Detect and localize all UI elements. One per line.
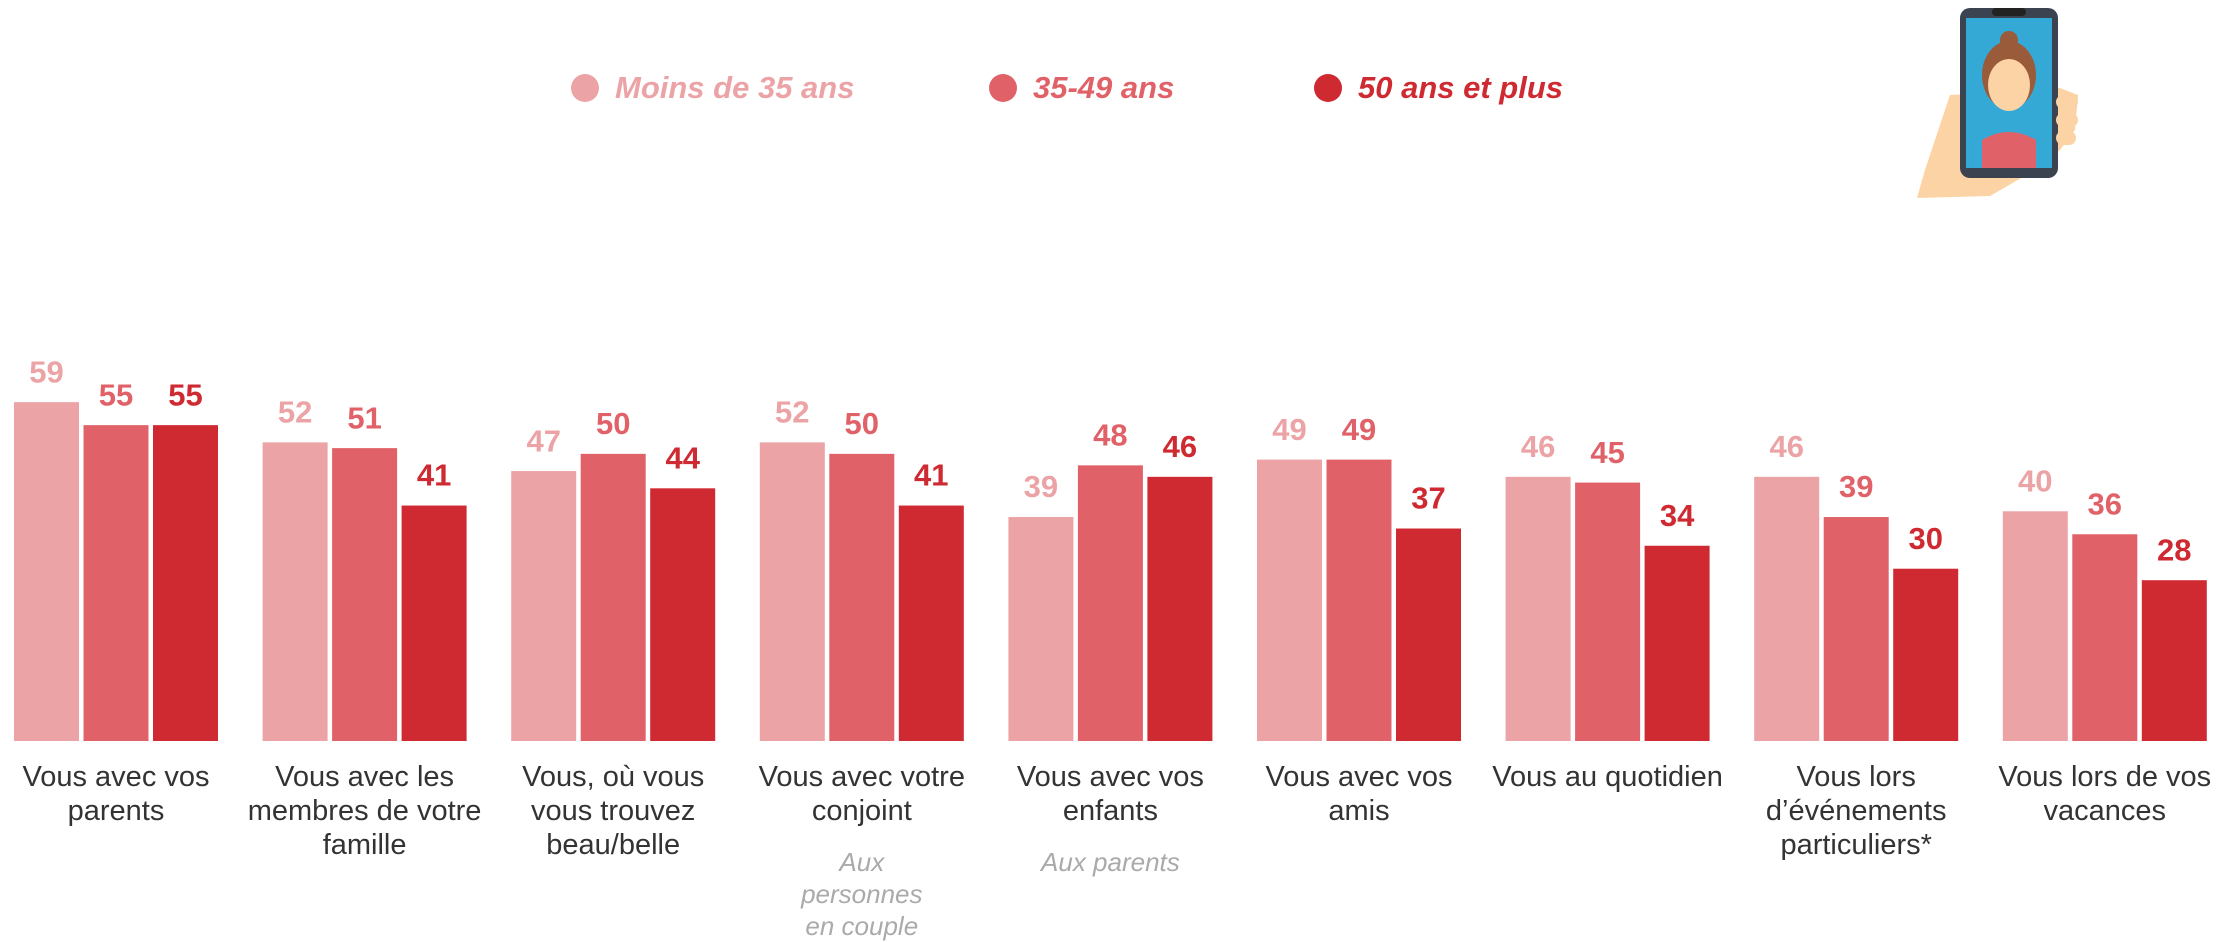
value-label: 40 [2018, 463, 2052, 498]
bar [1077, 465, 1143, 741]
legend-label: 35-49 ans [1033, 70, 1174, 105]
category-note: Aux personnes en couple [801, 847, 923, 941]
value-label: 41 [417, 458, 451, 493]
bar [1008, 517, 1074, 741]
bar [580, 453, 646, 741]
bar [1257, 459, 1322, 741]
x-tick-label: Vous avec vos parents [22, 761, 210, 827]
bar [83, 425, 149, 741]
x-tick-label: Vous, où vous vous trouvez beau/belle [522, 761, 705, 861]
bar [153, 425, 218, 741]
bar [1396, 528, 1461, 741]
bar [1823, 517, 1889, 741]
x-tick-label: Vous lors d’événements particuliers* [1765, 761, 1947, 861]
bar [511, 471, 577, 741]
value-label: 55 [168, 377, 202, 412]
legend-marker [989, 74, 1017, 102]
bar [2072, 534, 2138, 741]
value-label: 59 [29, 354, 63, 389]
value-label: 55 [99, 377, 133, 412]
bar [1754, 476, 1820, 741]
value-label: 51 [347, 400, 381, 435]
legend-marker [571, 74, 599, 102]
bar [1893, 568, 1959, 741]
bar [1326, 459, 1392, 741]
value-label: 39 [1839, 469, 1873, 504]
value-label: 48 [1093, 418, 1127, 453]
bar [401, 505, 467, 741]
bar [829, 453, 895, 741]
value-label: 46 [1521, 429, 1555, 464]
bar [332, 448, 398, 741]
category-note: Aux parents [1041, 847, 1180, 877]
legend-marker [1314, 74, 1342, 102]
bar [759, 442, 825, 741]
value-label: 52 [775, 395, 809, 430]
value-label: 37 [1411, 481, 1445, 516]
value-label: 49 [1342, 412, 1376, 447]
value-label: 45 [1590, 435, 1624, 470]
value-label: 30 [1908, 521, 1942, 556]
bar [1575, 482, 1641, 741]
x-tick-label: Vous avec vos amis [1265, 761, 1453, 827]
x-tick-label: Vous avec les membres de votre famille [247, 761, 482, 861]
value-label: 44 [665, 441, 700, 476]
x-tick-label: Vous avec votre conjoint [758, 761, 965, 827]
value-label: 46 [1769, 429, 1803, 464]
value-label: 50 [596, 406, 630, 441]
x-tick-label: Vous lors de vos vacances [1998, 761, 2212, 827]
bar [262, 442, 328, 741]
legend-label: Moins de 35 ans [615, 70, 854, 105]
value-label: 39 [1024, 469, 1058, 504]
phone-icon [1917, 8, 2078, 198]
value-label: 49 [1272, 412, 1306, 447]
x-tick-label: Vous au quotidien [1492, 761, 1723, 793]
bar [2002, 511, 2068, 741]
value-label: 34 [1660, 498, 1695, 533]
bar [898, 505, 964, 741]
value-label: 52 [278, 395, 312, 430]
value-label: 47 [526, 423, 560, 458]
value-label: 50 [845, 406, 879, 441]
bar [1147, 476, 1213, 741]
bar [14, 402, 79, 741]
value-label: 46 [1163, 429, 1197, 464]
value-label: 41 [914, 458, 948, 493]
x-tick-label: Vous avec vos enfants [1016, 761, 1204, 827]
value-label: 28 [2157, 532, 2191, 567]
bar [2141, 580, 2207, 741]
bar [650, 488, 716, 741]
bar [1644, 545, 1710, 741]
legend-label: 50 ans et plus [1358, 70, 1563, 105]
value-label: 36 [2088, 486, 2122, 521]
bar [1505, 476, 1571, 741]
